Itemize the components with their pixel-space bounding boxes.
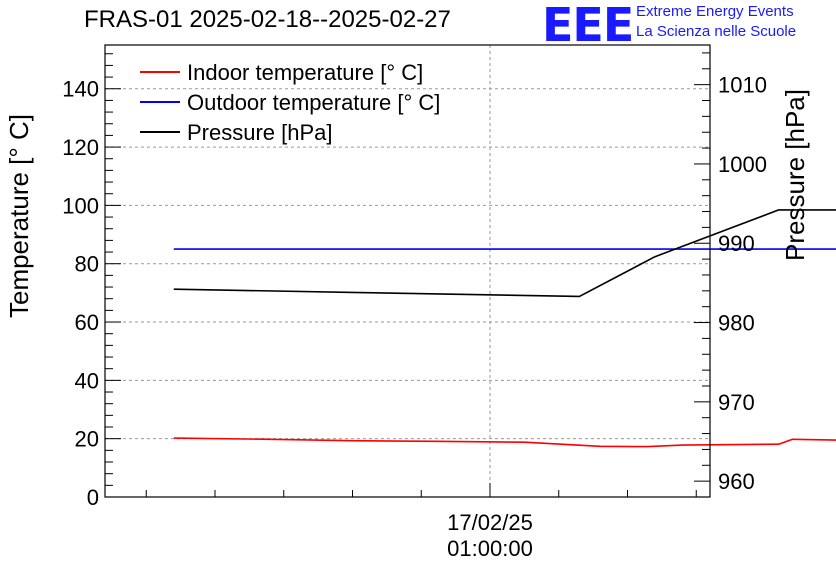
chart-title: FRAS-01 2025-02-18--2025-02-27 <box>84 6 451 33</box>
y-right-tick-label: 980 <box>718 311 755 336</box>
y-left-tick-label: 0 <box>87 485 99 510</box>
y-left-axis-title: Temperature [° C] <box>4 114 34 318</box>
y-left-tick-label: 20 <box>75 427 99 452</box>
legend-label-2: Pressure [hPa] <box>187 120 333 145</box>
y-right-axis-title: Pressure [hPa] <box>780 89 810 261</box>
y-right-tick-label: 960 <box>718 469 755 494</box>
plot-frame <box>104 44 711 498</box>
logo-line-2: La Scienza nelle Scuole <box>636 23 797 40</box>
legend-label-0: Indoor temperature [° C] <box>187 60 423 85</box>
y-left-tick-label: 40 <box>75 368 99 393</box>
series-layer <box>173 209 836 448</box>
grid <box>105 45 710 497</box>
y-right-tick-label: 990 <box>718 231 755 256</box>
x-tick-label-date: 17/02/25 <box>447 510 533 535</box>
axes: 0 20 40 60 80 100 120 140 960 970 980 990 1000 1010 17… <box>4 52 810 561</box>
y-right-tick-label: 1010 <box>718 73 767 98</box>
legend-label-1: Outdoor temperature [° C] <box>187 90 440 115</box>
y-right-tick-label: 1000 <box>718 152 767 177</box>
y-left-tick-label: 60 <box>75 310 99 335</box>
y-left-tick-label: 120 <box>62 135 99 160</box>
x-tick-label-time: 01:00:00 <box>447 536 533 561</box>
y-left-tick-label: 100 <box>62 193 99 218</box>
y-left-tick-label: 140 <box>62 77 99 102</box>
legend: Indoor temperature [° C] Outdoor temperat… <box>140 60 440 145</box>
y-left-tick-label: 80 <box>75 252 99 277</box>
y-right-tick-label: 970 <box>718 390 755 415</box>
series-line-0 <box>173 437 836 448</box>
logo-line-1: Extreme Energy Events <box>636 3 794 20</box>
eee-logo: EEE <box>542 0 634 52</box>
